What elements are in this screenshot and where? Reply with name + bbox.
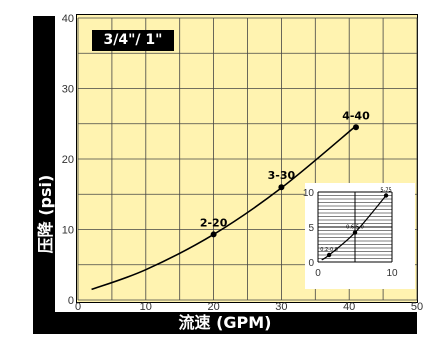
inset-grid xyxy=(317,191,393,263)
inset-y-tick-label: 5 xyxy=(308,223,314,234)
y-tick-label: 30 xyxy=(62,84,74,96)
main-curve xyxy=(91,125,357,291)
data-point-label: 3-30 xyxy=(268,169,296,182)
main-points: 2-20 3-30 4-40 xyxy=(200,109,370,238)
chart-title: 3/4"/ 1" xyxy=(92,30,174,51)
inset-x-tick-label: 0 xyxy=(315,268,321,279)
inset-data-point xyxy=(326,252,332,258)
y-tick-label: 10 xyxy=(62,225,74,237)
data-point xyxy=(210,231,217,238)
inset-data-point-label: 5-75 xyxy=(380,188,391,194)
inset-ticks: 0 10 0 5 10 xyxy=(303,188,398,279)
y-tick-label: 20 xyxy=(62,154,74,166)
inset-background xyxy=(305,183,415,289)
inset-data-point-label: 0.6-5.0 xyxy=(346,225,364,231)
x-tick-label: 40 xyxy=(343,301,355,313)
inset-data-point xyxy=(352,230,358,235)
inset-chart: 0 10 0 5 10 0.2-0.8 0.6-5.0 5-75 xyxy=(303,183,415,289)
main-grid xyxy=(77,17,418,301)
x-axis-title: 流速 (GPM) xyxy=(178,313,272,332)
x-axis-label-band xyxy=(33,312,417,334)
inset-y-tick-label: 0 xyxy=(308,258,314,269)
x-tick-label: 10 xyxy=(140,301,152,313)
x-tick-label: 0 xyxy=(75,301,81,313)
inset-x-tick-label: 10 xyxy=(386,268,398,279)
inset-data-point xyxy=(383,193,389,198)
y-tick-label: 0 xyxy=(68,295,74,307)
data-point-label: 4-40 xyxy=(342,109,370,122)
y-axis-label-band xyxy=(33,16,55,334)
inset-curve xyxy=(321,195,387,261)
x-tick-label: 50 xyxy=(411,301,423,313)
data-point xyxy=(278,184,285,191)
data-point-label: 2-20 xyxy=(200,216,228,229)
x-tick-label: 20 xyxy=(207,301,219,313)
data-point xyxy=(352,124,359,131)
inset-data-point-label: 0.2-0.8 xyxy=(320,247,338,253)
inset-y-tick-label: 10 xyxy=(303,188,315,199)
inset-points: 0.2-0.8 0.6-5.0 5-75 xyxy=(320,188,392,258)
y-tick-label: 40 xyxy=(62,13,74,25)
x-tick-label: 30 xyxy=(275,301,287,313)
